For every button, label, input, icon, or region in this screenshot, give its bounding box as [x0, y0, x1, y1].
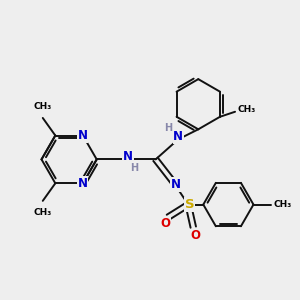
Text: S: S: [185, 198, 194, 211]
Text: N: N: [78, 177, 88, 190]
Text: O: O: [161, 217, 171, 230]
Text: H: H: [164, 123, 172, 133]
Text: N: N: [171, 178, 181, 191]
Text: CH₃: CH₃: [34, 208, 52, 217]
Text: N: N: [78, 129, 88, 142]
Text: N: N: [173, 130, 183, 143]
Text: N: N: [123, 150, 133, 164]
Text: CH₃: CH₃: [237, 105, 256, 114]
Text: O: O: [191, 230, 201, 242]
Text: CH₃: CH₃: [273, 200, 291, 209]
Text: H: H: [130, 163, 138, 173]
Text: CH₃: CH₃: [34, 102, 52, 111]
